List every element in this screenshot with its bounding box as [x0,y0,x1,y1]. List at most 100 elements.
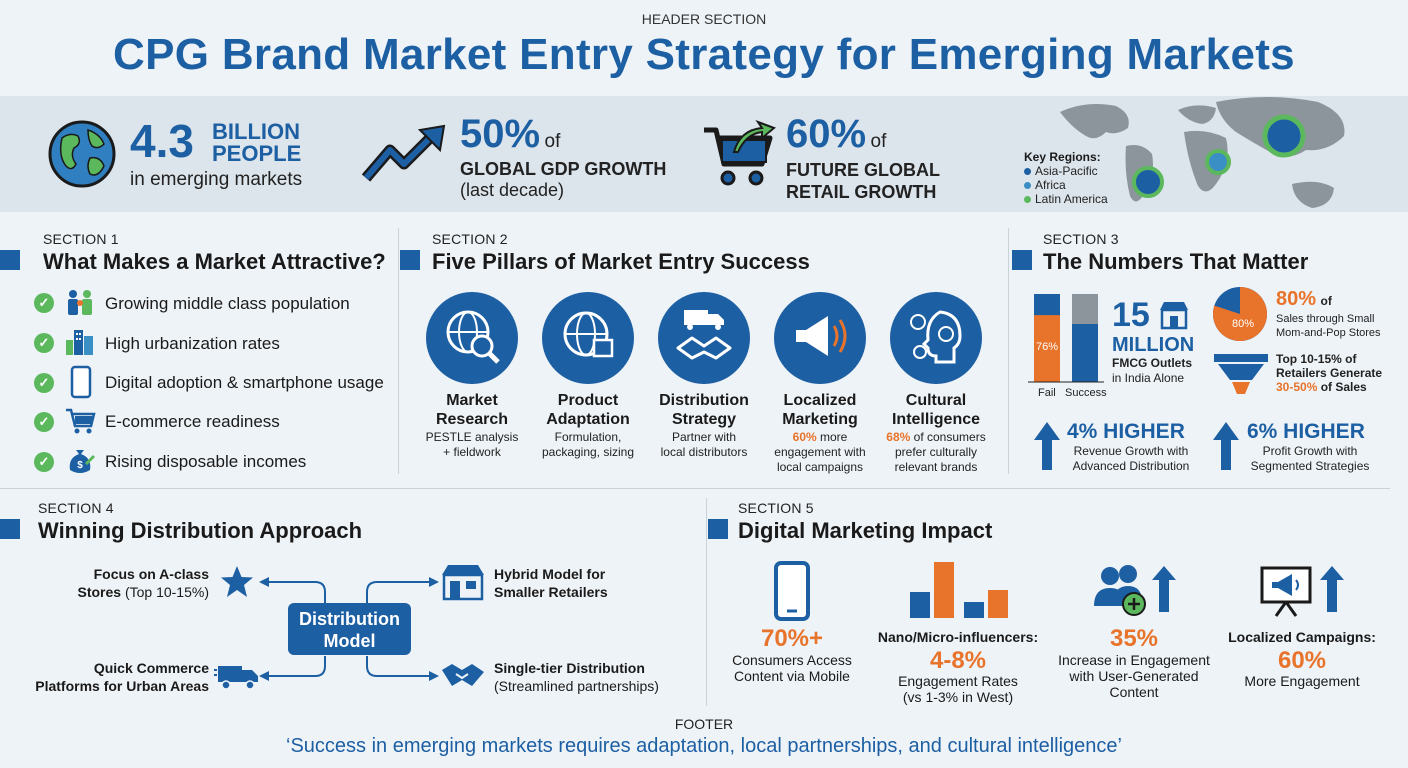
retail-bold-line1: FUTURE GLOBAL [786,160,940,180]
page-title: CPG Brand Market Entry Strategy for Emer… [113,30,1295,79]
section2-title: Five Pillars of Market Entry Success [432,249,810,274]
section4-title: Winning Distribution Approach [38,518,363,543]
funnel-highlight: 30-50% [1276,380,1318,394]
pie-label: 80% [1232,318,1254,330]
presentation-megaphone-icon [1260,566,1344,617]
divider-vertical [1008,228,1009,474]
pillar-title-line: Market [446,392,498,409]
footer-quote: ‘Success in emerging markets requires ad… [286,735,1122,757]
pillar-desc: PESTLE analysis + fieldwork [402,430,542,460]
revenue-big: 4% HIGHER [1067,420,1185,443]
revenue-caption-line: Advanced Distribution [1072,459,1190,473]
gdp-stat: 50% of [460,114,560,154]
distribution-model-line: Distribution [299,609,400,629]
profit-caption-line: Segmented Strategies [1250,459,1370,473]
influencers-title: Nano/Micro-influencers: [877,629,1039,645]
trend-up-icon [361,124,446,182]
handshake-icon [442,664,484,686]
influencers-caption: Engagement Rates (vs 1-3% in West) [872,673,1044,705]
people-unit: BILLION PEOPLE [212,121,301,165]
pillar-title-line: Localized [783,392,857,409]
pillar-title-line: Product [557,392,619,409]
pillar-desc-text: of consumers [910,430,986,444]
pillar-title-line: Research [435,411,509,428]
outlets-unit: MILLION [1112,334,1195,356]
profit-caption: Profit Growth with Segmented Strategies [1245,444,1375,474]
pie-stat: 80% of [1276,288,1332,311]
success-bar-fill [1072,324,1098,382]
city-icon [66,330,93,355]
pie-of: of [1320,294,1332,308]
section2-label: SECTION 2 [432,231,508,247]
funnel-line: Retailers Generate [1276,366,1383,380]
region-label: Africa [1035,178,1066,192]
pie-big: 80% [1276,288,1317,310]
region-label: Asia-Pacific [1035,164,1098,178]
storefront-icon [442,565,484,601]
pillar-title: Distribution Strategy [644,391,764,429]
influencers-big: 4-8% [929,647,987,674]
ugc-caption-line: Increase in Engagement [1058,652,1210,668]
pillar-desc: Partner with local distributors [634,430,774,460]
footer-label: FOOTER [674,716,734,732]
cart-icon [66,408,96,434]
node-line: Focus on A-class [93,566,209,582]
star-icon [221,566,253,597]
funnel-text: of Sales [1317,380,1367,394]
pillar-desc-line: 68% of consumers [866,430,1006,445]
pillar-icon-circle [658,292,750,384]
funnel-line: 30-50% of Sales [1276,380,1382,394]
check-icon: ✓ [34,452,54,472]
node-line: (Streamlined partnerships) [494,678,659,694]
divider-vertical [398,228,399,474]
globe-package-icon [563,311,614,358]
pie-chart: 80% [1213,287,1267,341]
megaphone-icon [796,316,847,356]
pillar-icon-circle [426,292,518,384]
funnel-caption: Top 10-15% of Retailers Generate 30-50% … [1276,352,1382,394]
pillar-desc-line: relevant brands [894,460,978,474]
check-icon: ✓ [34,412,54,432]
node-quick-commerce: Quick Commerce Platforms for Urban Areas [20,659,209,695]
people-caption: in emerging markets [130,169,303,190]
success-bar-top [1072,294,1098,324]
smartphone-icon [774,561,810,621]
region-item-africa: Africa [1024,178,1108,192]
retail-number: 60% [786,112,867,156]
users-add-icon [1094,565,1176,616]
pillar-title-line: Distribution [659,392,749,409]
pillar-title-line: Adaptation [546,411,630,428]
retail-stat: 60% of [786,114,886,154]
revenue-caption: Revenue Growth with Advanced Distributio… [1067,444,1195,474]
region-item-latam: Latin America [1024,192,1108,206]
pie-caption: Sales through Small Mom-and-Pop Stores [1276,312,1381,340]
storefront-icon [1160,302,1188,330]
gdp-number: 50% [460,112,541,156]
mobile-big: 70%+ [760,625,824,652]
outlets-caption-line: FMCG Outlets [1112,356,1192,370]
localized-big: 60% [1277,647,1327,674]
svg-text:$: $ [77,460,83,471]
distribution-model-line: Model [323,631,376,651]
section-marker [0,250,20,270]
pillar-highlight: 68% [886,430,911,444]
gdp-of: of [544,131,561,152]
pillar-desc-text: more [816,430,848,444]
outlets-caption-line: in India Alone [1112,371,1185,385]
section5-title: Digital Marketing Impact [738,518,993,543]
delivery-truck-icon [214,666,258,690]
pillar-desc: Formulation, packaging, sizing [518,430,658,460]
node-line: Single-tier Distribution [494,660,645,676]
pillar-desc: 60% more engagement with local campaigns [750,430,890,475]
outlets-number: 15 [1112,296,1150,334]
pillar-desc-line: PESTLE analysis [425,430,519,444]
head-culture-icon [910,310,962,364]
pillar-desc-line: Partner with [671,430,737,444]
people-unit-line2: PEOPLE [212,141,302,166]
bar-label-fail: Fail [1038,387,1056,399]
revenue-caption-line: Revenue Growth with [1073,444,1189,458]
funnel-icon [1214,354,1268,394]
smartphone-icon [70,365,92,399]
people-number: 4.3 [130,115,194,167]
divider-horizontal [0,488,1390,489]
